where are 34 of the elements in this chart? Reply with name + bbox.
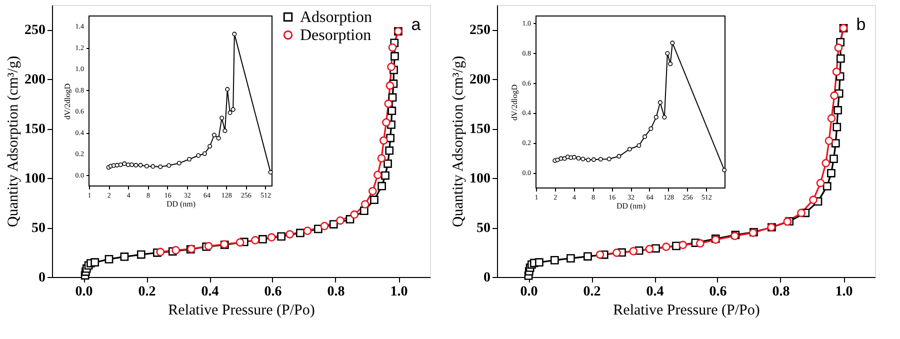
x-tick-label: 0.2 <box>138 284 156 300</box>
y-tick-label: 250 <box>470 23 490 38</box>
annotation: a <box>411 15 422 34</box>
y-axis-title: Quantity Adsorption (cm³/g) <box>450 56 466 228</box>
y-tick-label: 100 <box>470 172 490 187</box>
y-tick-label: 250 <box>24 23 46 38</box>
annotation: b <box>856 15 866 34</box>
y-tick-label: 50 <box>32 221 46 236</box>
y-tick-label: 200 <box>24 72 46 88</box>
x-axis-title: DD (nm) <box>616 202 646 210</box>
y-axis-title: dV/2dlogD <box>63 83 72 120</box>
x-tick-label: 1.0 <box>390 284 408 300</box>
x-axis-title: Relative Pressure (P/Po) <box>168 302 315 318</box>
y-tick-label: 100 <box>24 172 46 187</box>
x-tick-label: 0.8 <box>327 284 345 300</box>
legend-label: Adsorption <box>300 9 372 26</box>
y-tick-label: 200 <box>470 72 490 88</box>
y-axis-title: Quantity Adsorption (cm³/g) <box>6 56 22 228</box>
y-tick-label: 0 <box>38 270 46 286</box>
x-tick-label: 0.4 <box>201 284 219 300</box>
x-tick-label: 0.4 <box>646 284 664 300</box>
x-axis-title: Relative Pressure (P/Po) <box>613 302 760 318</box>
x-tick-label: 0.6 <box>709 284 727 300</box>
y-axis-title: dV/2dlogD <box>510 84 519 120</box>
y-tick-label: 0 <box>484 270 490 286</box>
y-tick-label: 150 <box>470 122 490 138</box>
x-tick-label: 0.8 <box>772 284 790 300</box>
legend-label: Desorption <box>300 27 372 44</box>
x-tick-label: 1.0 <box>835 284 853 300</box>
x-tick-label: 0.2 <box>583 284 601 300</box>
x-axis-title: DD (nm) <box>166 200 196 208</box>
y-tick-label: 150 <box>24 122 46 138</box>
x-tick-label: 0.6 <box>264 284 282 300</box>
y-tick-label: 50 <box>476 221 490 236</box>
